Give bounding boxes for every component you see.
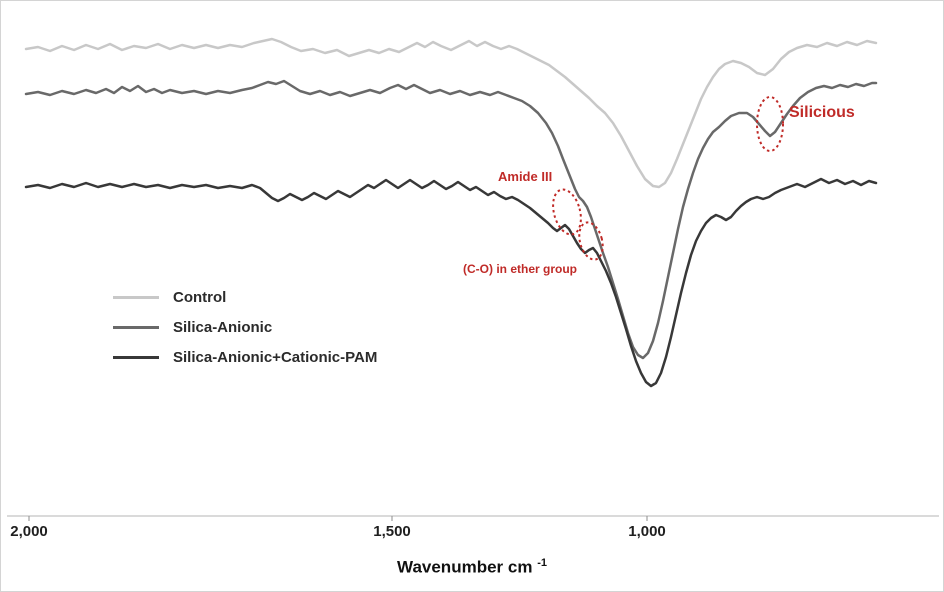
legend-item-control: Control [113,282,377,312]
x-axis-title: Wavenumber cm -1 [1,557,943,578]
annotation-silicious: Silicious [789,104,855,121]
legend-line-swatch [113,355,159,359]
legend-line-swatch [113,325,159,329]
legend-label: Silica-Anionic+Cationic-PAM [173,348,378,366]
annotation-amide-iii: Amide III [498,169,553,184]
legend-label: Silica-Anionic [173,318,273,336]
x-tick-1500: 1,500 [373,523,411,540]
x-axis-title-text: Wavenumber cm [397,557,533,577]
legend-item-silica-anionic: Silica-Anionic [113,312,377,342]
legend-line-swatch [113,295,159,299]
legend-label: Control [173,288,227,306]
spectrum-line-silica-anionic [24,79,878,360]
highlight-ellipse [578,221,604,261]
x-axis-title-exponent: -1 [537,557,547,569]
x-tick-2000: 2,000 [10,523,48,540]
spectrum-line-silica-anionic-cationic-pam [24,177,878,388]
legend-item-silica-anionic-cationic-pam: Silica-Anionic+Cationic-PAM [113,342,377,372]
spectrum-line-control [24,37,878,189]
legend: Control Silica-Anionic Silica-Anionic+Ca… [113,282,377,372]
highlight-ellipse [756,96,784,152]
x-tick-1000: 1,000 [628,523,666,540]
annotation-co-ether-group: (C-O) in ether group [463,262,577,276]
